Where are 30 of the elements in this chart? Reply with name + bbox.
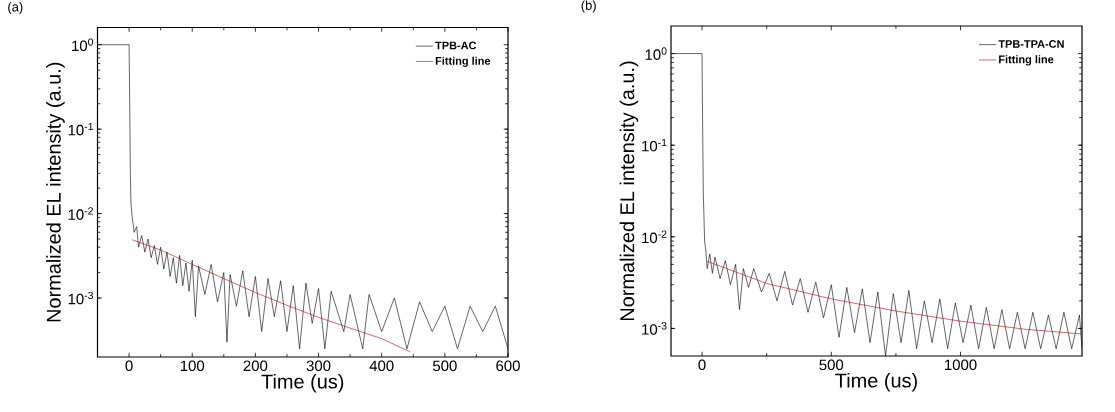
x-tick-label: 100 xyxy=(180,360,205,372)
chart-title: (b) xyxy=(581,0,596,13)
x-axis-title: Time (us) xyxy=(835,372,917,392)
y-tick-label: 10$^{-1}$ xyxy=(68,122,93,136)
y-tick-label: 10$^{-1}$ xyxy=(642,138,667,152)
x-tick-label: 300 xyxy=(306,360,331,372)
x-tick-label: 400 xyxy=(369,360,394,372)
x-tick-label: 0 xyxy=(125,360,133,372)
y-tick-label: 10$^{0}$ xyxy=(645,47,667,60)
x-tick-label: 200 xyxy=(243,360,268,372)
legend-label: TPB-TPA-CN xyxy=(998,40,1064,48)
x-tick-label: 500 xyxy=(819,359,844,371)
y-tick-label: 10$^{-3}$ xyxy=(68,291,94,305)
y-tick-label: 10$^{-3}$ xyxy=(642,322,667,335)
y-axis-title: Normalized EL intensity (a.u.) xyxy=(46,62,65,322)
y-tick-label: 10$^{0}$ xyxy=(72,38,94,52)
legend-label: Fitting line xyxy=(999,55,1054,66)
chart-title: (a) xyxy=(8,1,23,15)
legend-label: Fitting line xyxy=(435,56,491,67)
y-axis-title: Normalized EL intensity (a.u.) xyxy=(619,61,639,321)
legend-label: TPB-AC xyxy=(435,41,477,50)
x-tick-label: 0 xyxy=(698,359,706,371)
x-axis-title: Time (us) xyxy=(261,373,344,393)
y-tick-label: 10$^{-2}$ xyxy=(642,230,667,244)
line-series xyxy=(131,239,411,353)
line-series xyxy=(706,261,1083,335)
y-tick-label: 10$^{-2}$ xyxy=(68,207,93,220)
x-tick-label: 600 xyxy=(496,360,520,372)
x-tick-label: 500 xyxy=(432,360,457,372)
x-tick-label: 1000 xyxy=(945,359,977,371)
